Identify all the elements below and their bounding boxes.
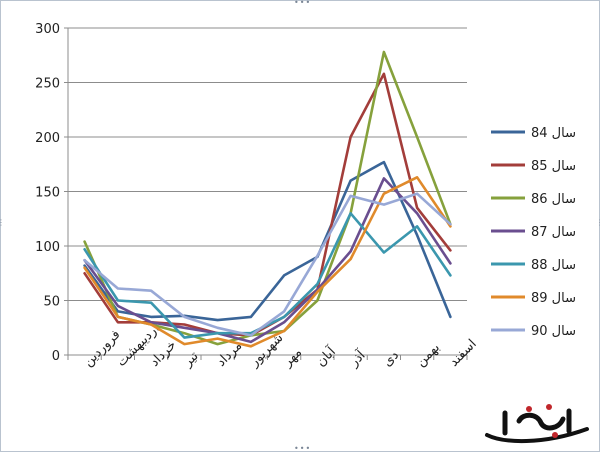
series-line-1 — [85, 162, 451, 320]
legend-label: سال 85 — [531, 159, 576, 174]
x-tick-label: دی — [380, 348, 402, 370]
y-tick-label: 100 — [35, 240, 60, 255]
y-axis-ticks: 0 50 100 150 200 250 300 — [35, 22, 60, 364]
y-tick-label: 0 — [52, 349, 60, 364]
legend-label: سال 90 — [531, 324, 576, 339]
x-tick-label: اسفند — [447, 337, 480, 370]
legend-label: سال 88 — [531, 258, 576, 273]
x-tick-label: آبان — [312, 342, 340, 370]
x-tick-label: تیر — [180, 349, 202, 371]
x-tick-label: مهر — [280, 345, 306, 371]
legend-label: سال 87 — [531, 225, 576, 240]
y-tick-label: 250 — [35, 77, 60, 92]
y-tick-label: 300 — [35, 22, 60, 37]
y-tick-label: 150 — [35, 186, 60, 201]
x-tick-label: خرداد — [147, 338, 179, 370]
legend-label: سال 89 — [531, 291, 576, 306]
y-tick-label: 50 — [43, 295, 60, 310]
series-line-4 — [85, 178, 451, 342]
legend-label: سال 86 — [531, 192, 576, 207]
y-tick-label: 200 — [35, 131, 60, 146]
x-tick-label: بهمن — [413, 340, 443, 370]
series-line-5 — [85, 213, 451, 337]
legend: سال 84 سال 85 سال 86 سال 87 سال 88 سال 89 سال … — [491, 126, 576, 339]
series-lines — [85, 52, 451, 346]
x-tick-label: آذر — [345, 346, 370, 371]
series-line-6 — [85, 177, 451, 346]
tabnak-logo-icon — [483, 399, 595, 447]
legend-label: سال 84 — [531, 126, 576, 141]
